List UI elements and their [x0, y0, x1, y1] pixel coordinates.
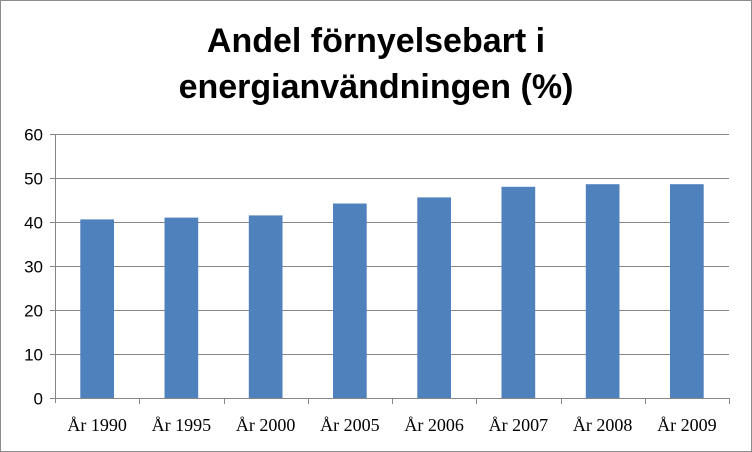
chart-title: Andel förnyelsebart i energianvändningen… [0, 18, 752, 110]
bar [670, 184, 704, 398]
y-tick-label: 20 [24, 302, 43, 321]
y-tick-label: 30 [24, 258, 43, 277]
y-tick-label: 0 [34, 390, 43, 409]
bar [417, 197, 451, 398]
y-tick-label: 10 [24, 346, 43, 365]
x-category-label: År 1995 [152, 415, 212, 435]
bar [248, 215, 283, 398]
bar [585, 184, 620, 398]
bar [501, 186, 536, 398]
y-tick-label: 60 [24, 126, 43, 145]
x-category-label: År 2000 [236, 415, 296, 435]
x-category-label: År 2009 [657, 415, 717, 435]
bar [164, 217, 199, 398]
x-category-label: År 1990 [67, 415, 127, 435]
x-category-label: År 2007 [489, 415, 549, 435]
bar [333, 203, 367, 398]
x-category-label: År 2008 [573, 415, 633, 435]
chart-title-line-1: Andel förnyelsebart i [206, 22, 546, 60]
x-category-label: År 2006 [404, 415, 464, 435]
x-category-label: År 2005 [320, 415, 380, 435]
y-tick-label: 50 [24, 170, 43, 189]
y-tick-label: 40 [24, 214, 43, 233]
chart-title-line-2: energianvändningen (%) [178, 68, 574, 106]
bar [80, 219, 114, 398]
